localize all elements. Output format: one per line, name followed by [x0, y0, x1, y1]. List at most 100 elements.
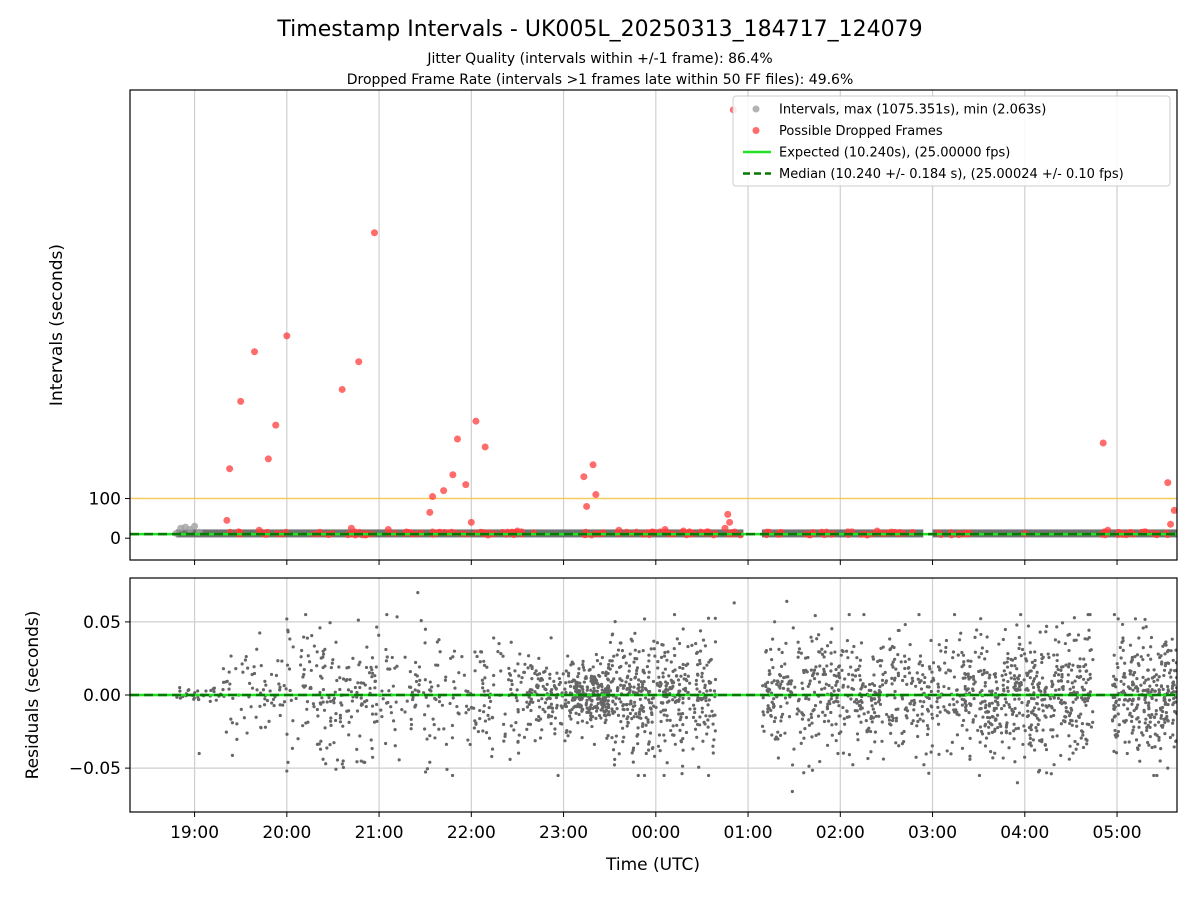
- residual-point: [512, 728, 516, 732]
- residual-point: [926, 727, 930, 731]
- dropped-frame-point: [615, 526, 623, 534]
- residual-point: [983, 706, 988, 710]
- residual-point: [648, 731, 653, 735]
- residual-point: [855, 709, 859, 713]
- residual-point: [880, 739, 884, 743]
- residual-point: [971, 688, 975, 693]
- residual-point: [987, 731, 991, 735]
- residual-point: [955, 688, 959, 692]
- x-tick-label: 04:00: [1000, 823, 1049, 843]
- residual-point: [1152, 773, 1156, 778]
- residual-point: [536, 699, 541, 703]
- residual-point: [994, 706, 998, 710]
- residual-point: [662, 733, 666, 737]
- residual-point: [452, 680, 456, 684]
- x-tick-label: 22:00: [447, 823, 496, 843]
- residual-point: [347, 720, 351, 724]
- residual-point: [912, 708, 916, 712]
- residual-point: [928, 667, 932, 671]
- residual-point: [578, 684, 582, 689]
- residual-point: [584, 703, 588, 707]
- residual-point: [931, 661, 936, 665]
- residual-point: [603, 687, 608, 691]
- residual-point: [1075, 724, 1079, 728]
- residual-point: [1016, 726, 1021, 730]
- residual-point: [858, 707, 863, 711]
- residual-point: [806, 684, 810, 689]
- residual-point: [476, 729, 481, 734]
- residual-point: [916, 719, 920, 724]
- residual-point: [604, 708, 609, 712]
- residual-point: [700, 675, 704, 679]
- residual-point: [659, 655, 664, 659]
- residual-point: [679, 712, 683, 716]
- residual-point: [384, 659, 389, 663]
- residual-point: [567, 680, 571, 684]
- residual-point: [613, 740, 617, 744]
- x-tick-label: 21:00: [355, 823, 404, 843]
- intervals-plot-area: [130, 90, 1177, 560]
- residual-point: [1131, 688, 1135, 692]
- residual-point: [321, 687, 326, 692]
- residual-point: [291, 645, 295, 649]
- residual-point: [767, 669, 771, 673]
- residual-point: [571, 662, 575, 666]
- residual-point: [507, 666, 511, 670]
- residual-point: [809, 635, 813, 639]
- residual-point: [993, 675, 998, 679]
- residual-point: [918, 699, 922, 703]
- residual-point: [481, 710, 486, 714]
- residual-point: [564, 681, 568, 685]
- residual-point: [822, 655, 826, 659]
- residual-point: [671, 724, 675, 728]
- residual-point: [955, 733, 960, 737]
- residual-point: [365, 698, 369, 703]
- residual-point: [509, 724, 513, 728]
- residual-point: [661, 671, 665, 675]
- residual-point: [1119, 679, 1123, 684]
- residual-point: [351, 656, 355, 660]
- residual-point: [951, 650, 956, 654]
- residual-point: [516, 739, 520, 744]
- residual-point: [1166, 684, 1170, 689]
- residual-point: [965, 728, 969, 732]
- residual-point: [1043, 742, 1047, 747]
- residual-point: [854, 697, 859, 702]
- residual-point: [638, 697, 642, 701]
- residual-point: [587, 668, 591, 672]
- residual-point: [852, 700, 857, 704]
- residual-point: [1132, 725, 1136, 729]
- residual-point: [698, 649, 703, 653]
- residual-point: [878, 664, 883, 668]
- residual-point: [944, 671, 948, 675]
- residual-point: [1004, 729, 1008, 733]
- residual-point: [1087, 722, 1091, 727]
- residual-point: [1064, 715, 1068, 719]
- residual-point: [1069, 718, 1073, 723]
- residual-point: [574, 683, 578, 687]
- residual-point: [1144, 688, 1148, 693]
- residual-point: [584, 675, 588, 679]
- residual-point: [1084, 703, 1088, 707]
- residual-point: [668, 718, 672, 722]
- residual-point: [228, 682, 232, 686]
- residual-point: [644, 723, 648, 727]
- residual-point: [473, 669, 477, 673]
- residual-point: [329, 699, 333, 703]
- residual-point: [939, 649, 943, 653]
- residual-point: [277, 682, 281, 686]
- residual-point: [355, 747, 359, 751]
- residual-point: [923, 675, 927, 680]
- x-tick-label: 19:00: [170, 823, 219, 843]
- residual-point: [1012, 737, 1016, 741]
- residual-point: [358, 660, 362, 664]
- residual-point: [231, 696, 235, 700]
- residual-point: [1076, 664, 1080, 668]
- residual-point: [541, 707, 545, 711]
- residual-point: [243, 658, 248, 662]
- residual-point: [508, 757, 512, 761]
- residual-point: [1002, 687, 1006, 691]
- residual-point: [443, 678, 448, 682]
- residual-point: [522, 670, 527, 674]
